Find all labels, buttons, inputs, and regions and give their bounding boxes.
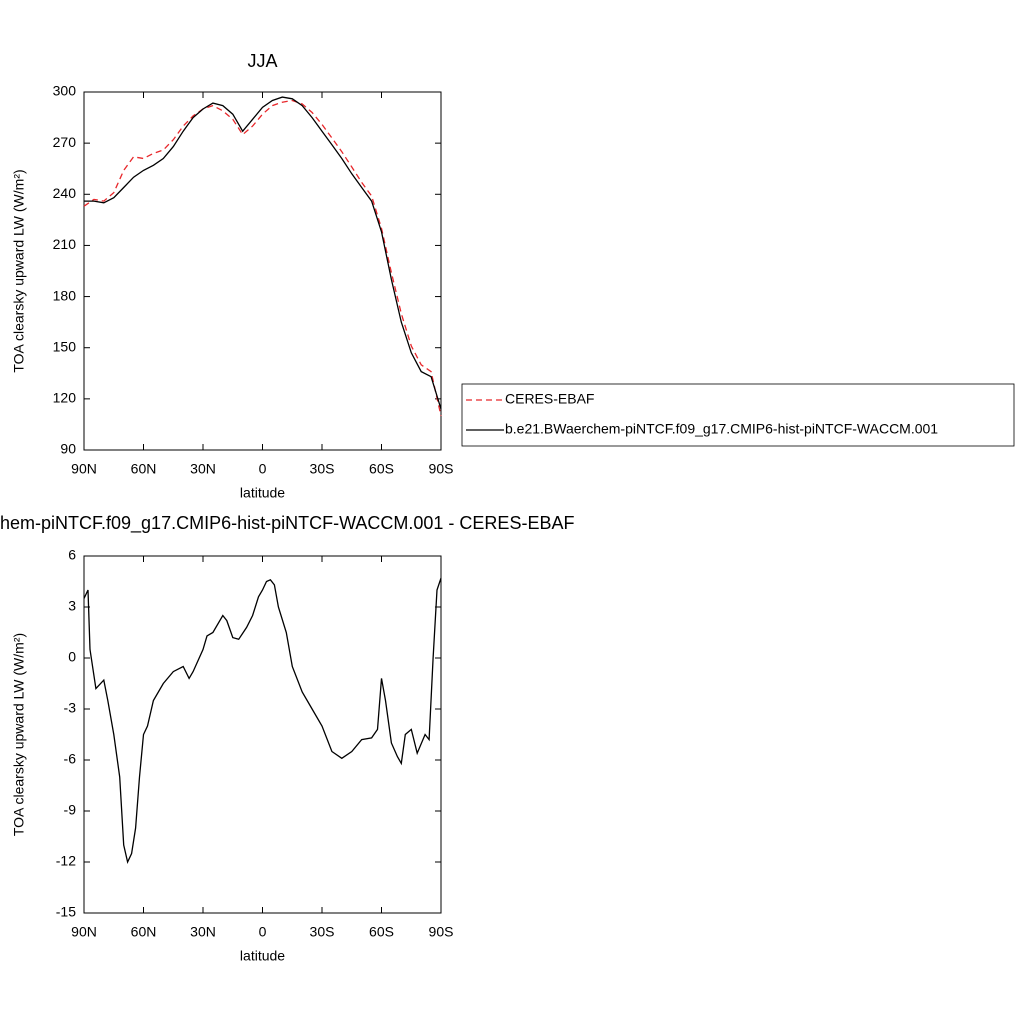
x-axis-label: latitude bbox=[240, 485, 285, 501]
y-tick-label: 180 bbox=[53, 287, 77, 303]
data-line bbox=[83, 99, 442, 417]
data-line bbox=[84, 96, 442, 410]
data-line bbox=[83, 577, 442, 864]
y-tick-label: 210 bbox=[53, 236, 77, 252]
y-tick-label: -6 bbox=[64, 751, 77, 767]
plot-frame bbox=[83, 91, 442, 451]
y-tick-label: -15 bbox=[56, 904, 76, 920]
x-tick-label: 60N bbox=[131, 924, 157, 940]
y-tick-label: 0 bbox=[68, 649, 76, 665]
y-tick-label: 270 bbox=[53, 134, 77, 150]
x-tick-label: 90S bbox=[429, 461, 454, 477]
y-tick-label: 120 bbox=[53, 390, 77, 406]
x-axis-label: latitude bbox=[240, 948, 285, 964]
plot-frame bbox=[83, 555, 442, 914]
x-tick-label: 30S bbox=[310, 924, 335, 940]
y-tick-label: -3 bbox=[64, 700, 77, 716]
x-tick-label: 30S bbox=[310, 461, 335, 477]
chart-title: hem-piNTCF.f09_g17.CMIP6-hist-piNTCF-WAC… bbox=[0, 513, 574, 534]
x-tick-label: 90N bbox=[71, 461, 97, 477]
y-tick-label: -9 bbox=[64, 802, 77, 818]
x-tick-label: 60S bbox=[369, 461, 394, 477]
x-tick-label: 0 bbox=[259, 461, 267, 477]
x-tick-label: 60S bbox=[369, 924, 394, 940]
legend: CERES-EBAF b.e21.BWaerchem-piNTCF.f09_g17… bbox=[461, 383, 1015, 447]
y-tick-label: 3 bbox=[68, 598, 76, 614]
chart-title: JJA bbox=[247, 51, 277, 71]
x-tick-label: 90S bbox=[429, 924, 454, 940]
y-tick-label: 90 bbox=[60, 441, 76, 457]
y-tick-label: 6 bbox=[68, 547, 76, 563]
legend-label: b.e21.BWaerchem-piNTCF.f09_g17.CMIP6-his… bbox=[505, 421, 938, 437]
x-tick-label: 90N bbox=[71, 924, 97, 940]
y-tick-label: 300 bbox=[53, 83, 77, 99]
legend-label: CERES-EBAF bbox=[505, 391, 594, 407]
y-axis-label: TOA clearsky upward LW (W/m²) bbox=[11, 633, 27, 836]
x-tick-label: 30N bbox=[190, 461, 216, 477]
x-tick-label: 30N bbox=[190, 924, 216, 940]
x-tick-label: 60N bbox=[131, 461, 157, 477]
x-tick-label: 0 bbox=[259, 924, 267, 940]
y-tick-label: -12 bbox=[56, 853, 76, 869]
y-axis-label: TOA clearsky upward LW (W/m²) bbox=[11, 169, 27, 372]
y-tick-label: 150 bbox=[53, 338, 77, 354]
legend-box bbox=[461, 383, 1015, 447]
y-tick-label: 240 bbox=[53, 185, 77, 201]
